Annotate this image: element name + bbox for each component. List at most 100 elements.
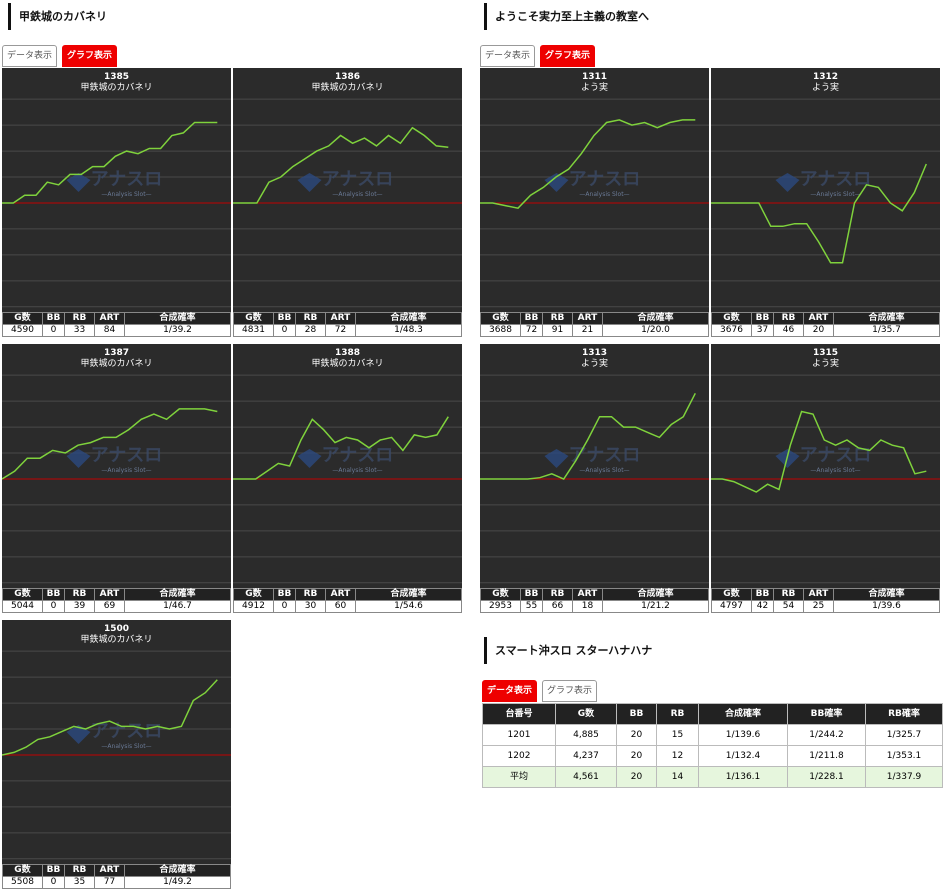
graph-line [233,126,449,204]
header-row: G数 BB RB ART 合成確率 [480,312,709,325]
stat-header: ART [572,312,603,325]
watermark-subtitle: —Analysis Slot— [810,191,860,198]
stat-header: ART [325,588,356,601]
graph-line [2,679,218,756]
watermark-title: アナスロ [91,169,163,190]
cell: 1/228.1 [787,766,866,788]
stat-header: 合成確率 [124,588,231,601]
header-row: G数 BB RB ART 合成確率 [2,312,231,325]
tab[interactable]: データ表示 [482,680,537,702]
stat-header: G数 [233,312,274,325]
machine-number: 1387 [104,348,129,358]
stat-header: RB [64,864,95,877]
data-row: 3688 72 91 21 1/20.0 [480,324,709,337]
stats-table: G数 BB RB ART 合成確率 3676 37 46 20 1/35.7 [711,312,940,337]
cell: 20 [616,766,657,788]
machine-name: 甲鉄城のカバネリ [80,357,152,369]
tab[interactable]: データ表示 [480,45,535,67]
tab[interactable]: データ表示 [2,45,57,67]
watermark-logo [66,173,91,192]
watermark-title: アナスロ [322,445,394,466]
graph-line [233,416,449,480]
stat-header: 合成確率 [124,864,231,877]
graph-line [480,119,696,210]
cell: 1/325.7 [865,724,943,746]
stat-value: 4590 [2,324,43,337]
machine-number: 1315 [813,348,838,358]
data-row: 5508 0 35 77 1/49.2 [2,876,231,889]
machine-panel: アナスロ —Analysis Slot— 1388 甲鉄城のカバネリ G数 BB RB ART… [233,344,462,614]
stat-header: ART [94,312,125,325]
section-title: 甲鉄城のカバネリ [8,3,107,30]
stat-header: RB [64,588,95,601]
cell: 4,885 [555,724,617,746]
section-title: スマート沖スロ スターハナハナ [484,637,652,664]
stat-header: ART [94,588,125,601]
stat-value: 54 [773,600,804,613]
table-row: 1202 4,237 20 12 1/132.4 1/211.8 1/353.1 [482,745,943,767]
graph-line [480,392,696,480]
stat-header: 合成確率 [602,312,709,325]
stats-table: G数 BB RB ART 合成確率 4912 0 30 60 1/54.6 [233,588,462,613]
cell: 平均 [482,766,556,788]
cell: 14 [656,766,699,788]
watermark-subtitle: —Analysis Slot— [579,191,629,198]
header-row: G数 BB RB ART 合成確率 [2,588,231,601]
stat-value: 4797 [711,600,752,613]
watermark-subtitle: —Analysis Slot— [101,467,151,474]
data-row: 4831 0 28 72 1/48.3 [233,324,462,337]
machine-number: 1500 [104,624,129,634]
stat-value: 66 [542,600,573,613]
stat-value: 35 [64,876,95,889]
stat-value: 1/20.0 [602,324,709,337]
stat-value: 0 [42,600,65,613]
stat-header: BB [42,312,65,325]
column-header: BB [616,703,657,725]
machine-panel: アナスロ —Analysis Slot— 1387 甲鉄城のカバネリ G数 BB RB ART… [2,344,231,614]
tab[interactable]: グラフ表示 [540,45,595,67]
machine-name: よう実 [812,81,839,93]
watermark-logo [297,173,322,192]
tab[interactable]: グラフ表示 [542,680,597,702]
stat-header: BB [751,312,774,325]
stat-header: 合成確率 [355,588,462,601]
stat-value: 5044 [2,600,43,613]
data-row: 3676 37 46 20 1/35.7 [711,324,940,337]
column-header: BB確率 [787,703,866,725]
machine-name: よう実 [581,81,608,93]
watermark-title: アナスロ [91,445,163,466]
cell: 1/211.8 [787,745,866,767]
machine-name: 甲鉄城のカバネリ [311,81,383,93]
stat-value: 3676 [711,324,752,337]
stat-value: 4831 [233,324,274,337]
stat-value: 46 [773,324,804,337]
stat-value: 42 [751,600,774,613]
stat-header: G数 [711,312,752,325]
stat-value: 72 [325,324,356,337]
stat-header: ART [94,864,125,877]
tab[interactable]: グラフ表示 [62,45,117,67]
cell: 1201 [482,724,556,746]
table-row: 1201 4,885 20 15 1/139.6 1/244.2 1/325.7 [482,724,943,746]
stat-value: 72 [520,324,543,337]
stat-header: ART [325,312,356,325]
header-row: G数 BB RB ART 合成確率 [2,864,231,877]
machine-number: 1386 [335,72,360,82]
stat-header: BB [42,864,65,877]
stat-value: 37 [751,324,774,337]
machine-panel: アナスロ —Analysis Slot— 1500 甲鉄城のカバネリ G数 BB RB ART… [2,620,231,890]
stat-value: 55 [520,600,543,613]
machine-panel: アナスロ —Analysis Slot— 1311 よう実 G数 BB RB ART 合成確率 3… [480,68,709,338]
stat-header: G数 [2,864,43,877]
stat-header: BB [520,588,543,601]
stat-value: 0 [273,600,296,613]
stat-value: 0 [273,324,296,337]
cell: 20 [616,724,657,746]
stat-header: BB [751,588,774,601]
stat-header: RB [295,312,326,325]
